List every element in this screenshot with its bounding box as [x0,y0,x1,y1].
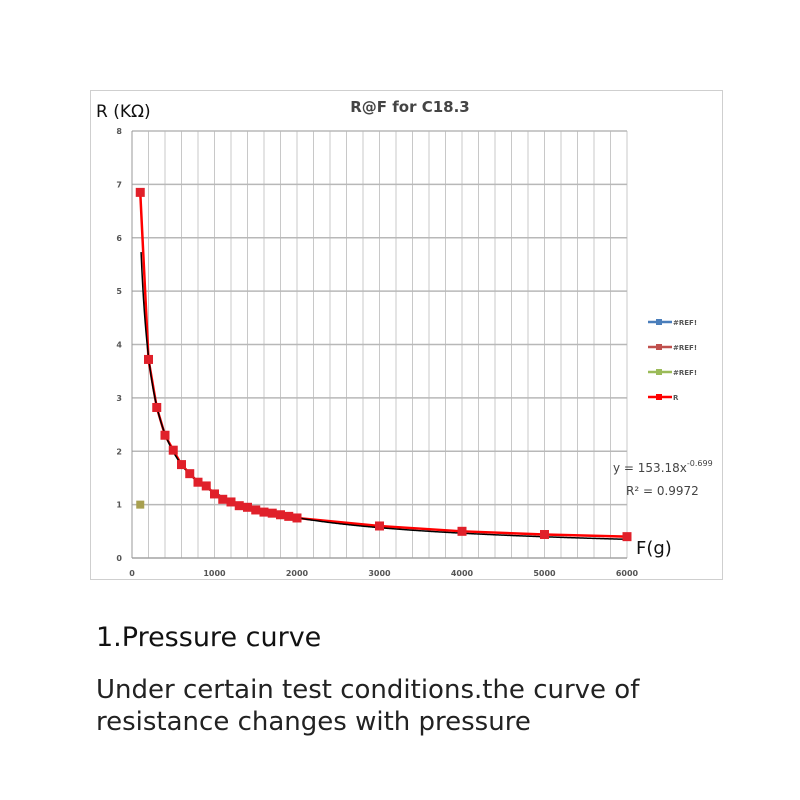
chart-frame [90,90,723,580]
x-tick-label: 3000 [368,569,391,578]
data-point-r [193,477,203,487]
data-point-r [152,402,162,412]
legend-label: R [673,394,679,402]
x-axis-label: F(g) [636,538,672,559]
x-tick-label: 0 [129,569,135,578]
x-tick-label: 5000 [533,569,556,578]
data-point-r [144,354,153,364]
x-tick-label: 6000 [616,569,639,578]
y-tick-label: 7 [116,180,122,189]
data-point-r [276,510,285,520]
data-point-r [375,521,384,531]
x-tick-label: 1000 [203,569,226,578]
data-point-r [218,494,228,504]
chart-title: R@F for C18.3 [350,98,470,116]
data-point-r [234,501,244,511]
data-point-r [622,532,632,542]
y-tick-label: 0 [116,554,122,563]
y-tick-label: 2 [116,447,122,456]
series-line-r [139,192,628,538]
legend-marker [656,344,662,350]
data-point-r [168,445,178,455]
trendline-r2: R² = 0.9972 [626,484,699,498]
legend-label: #REF! [673,319,697,327]
y-tick-label: 8 [116,127,122,136]
data-point-r [292,513,302,523]
data-point-ref [136,500,145,509]
y-tick-label: 3 [116,394,122,403]
legend-marker [656,394,662,400]
data-point-r [210,489,219,499]
y-tick-label: 5 [116,287,122,296]
data-point-r [284,511,294,521]
legend-marker [656,369,662,375]
data-point-r [160,430,170,440]
data-point-r [243,502,252,512]
data-point-r [259,507,269,517]
y-tick-label: 1 [116,501,122,510]
y-tick-label: 6 [116,234,122,243]
data-point-r [267,508,277,518]
trendline-equation: y = 153.18x-0.699 [613,459,713,475]
caption-title: 1.Pressure curve [96,622,322,653]
caption-body: Under certain test conditions.the curve … [96,675,640,737]
data-point-r [201,481,211,491]
data-point-r [251,505,261,515]
y-axis-label: R (KΩ) [96,102,151,122]
data-point-r [457,526,467,536]
legend-label: #REF! [673,344,697,352]
x-tick-label: 2000 [286,569,309,578]
y-tick-label: 4 [116,341,122,350]
legend-marker [656,319,662,325]
data-point-r [135,187,145,197]
data-point-r [226,497,236,507]
data-point-r [177,460,186,470]
data-point-r [540,530,549,540]
data-point-r [185,469,195,479]
x-tick-label: 4000 [451,569,474,578]
legend-label: #REF! [673,369,697,377]
